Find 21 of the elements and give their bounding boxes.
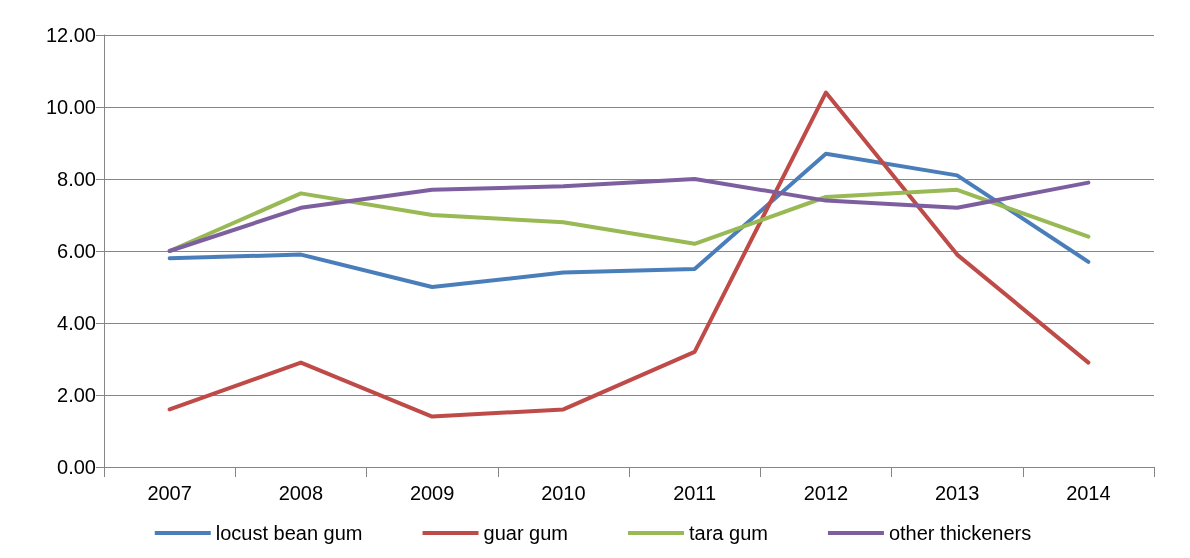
y-tick-label: 4.00	[57, 312, 96, 334]
y-tick-label: 2.00	[57, 384, 96, 406]
x-tick-label: 2010	[541, 482, 586, 504]
x-tick-label: 2013	[934, 482, 980, 504]
legend-label: guar gum	[483, 522, 569, 544]
y-tick-label: 6.00	[57, 240, 96, 262]
legend-label: locust bean gum	[215, 522, 363, 544]
x-tick-label: 2007	[147, 482, 192, 504]
legend-label: tara gum	[689, 522, 768, 544]
y-tick-label: 12.00	[45, 24, 96, 46]
line-series	[167, 151, 1091, 289]
x-tick-label: 2011	[673, 482, 717, 504]
y-tick-label: 0.00	[57, 456, 96, 478]
x-tick-label: 2014	[1066, 482, 1111, 504]
x-tick-label: 2008	[278, 482, 324, 504]
y-tick-label: 10.00	[45, 96, 96, 118]
x-tick-label: 2012	[803, 482, 849, 504]
line-series	[167, 90, 1091, 419]
x-tick-label: 2009	[409, 482, 455, 504]
y-tick-label: 8.00	[57, 168, 96, 190]
legend-label: other thickeners	[888, 522, 1032, 544]
